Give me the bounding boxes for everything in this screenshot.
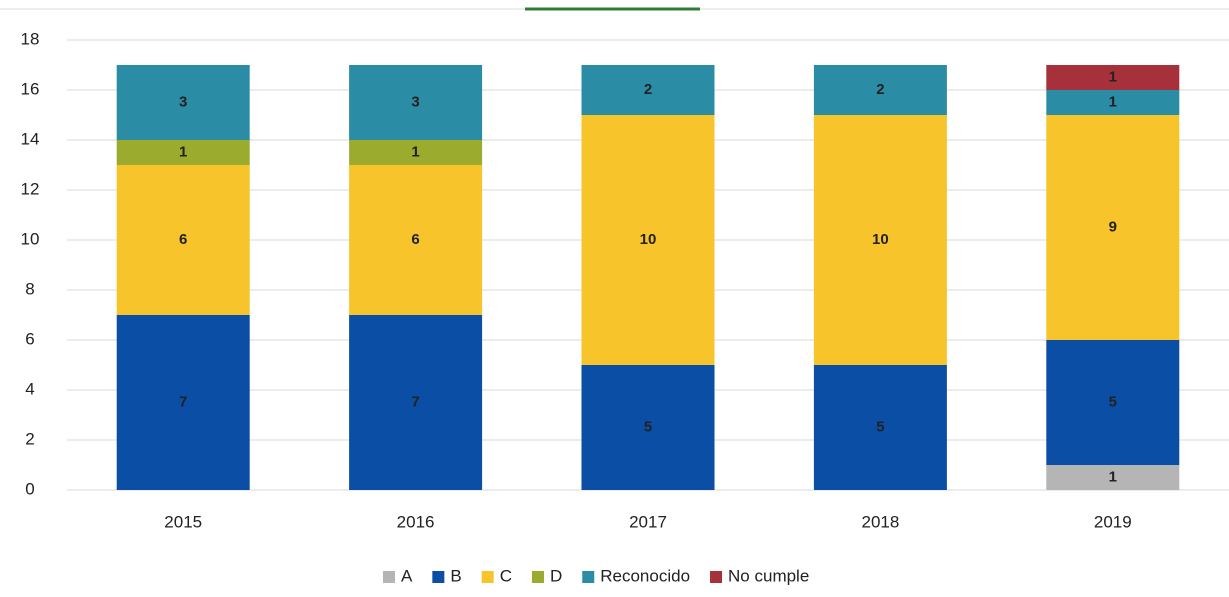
legend-swatch xyxy=(582,571,595,583)
x-tick-label: 2017 xyxy=(629,512,667,531)
bar-segment xyxy=(813,115,947,365)
y-tick-label: 0 xyxy=(25,479,34,498)
legend-label: D xyxy=(550,566,562,585)
y-tick-label: 8 xyxy=(25,279,34,298)
y-tick-label: 2 xyxy=(25,429,34,448)
y-tick-label: 4 xyxy=(25,379,34,398)
bar-segment xyxy=(116,315,250,490)
y-tick-label: 16 xyxy=(21,79,40,98)
data-label: 1 xyxy=(411,143,419,160)
data-label: 2 xyxy=(644,81,652,98)
legend-label: No cumple xyxy=(728,566,809,585)
y-tick-label: 10 xyxy=(21,229,40,248)
x-tick-label: 2018 xyxy=(861,512,899,531)
bar-segment xyxy=(1046,465,1180,490)
bar-segment xyxy=(116,165,250,315)
bar-segment xyxy=(1046,90,1180,115)
data-label: 10 xyxy=(640,231,657,248)
x-tick-label: 2015 xyxy=(164,512,202,531)
y-tick-label: 14 xyxy=(21,129,40,148)
legend-label: B xyxy=(450,566,461,585)
bar-segment xyxy=(813,365,947,490)
data-label: 6 xyxy=(179,231,187,248)
data-label: 7 xyxy=(179,393,187,410)
legend-swatch xyxy=(710,571,723,583)
bar-segment xyxy=(581,115,715,365)
y-tick-label: 12 xyxy=(21,179,40,198)
y-tick-label: 18 xyxy=(21,29,40,48)
bar-segment xyxy=(581,65,715,115)
data-label: 3 xyxy=(179,93,187,110)
data-label: 1 xyxy=(1109,468,1117,485)
data-label: 1 xyxy=(1109,68,1117,85)
legend-label: A xyxy=(401,566,413,585)
bar-segment xyxy=(349,65,483,140)
legend-swatch xyxy=(481,571,494,583)
data-label: 5 xyxy=(644,418,652,435)
y-tick-label: 6 xyxy=(25,329,34,348)
bar-segment xyxy=(1046,65,1180,90)
bar-segment xyxy=(349,140,483,165)
bar-segment xyxy=(1046,115,1180,340)
data-label: 5 xyxy=(876,418,884,435)
legend-swatch xyxy=(432,571,445,583)
legend-swatch xyxy=(531,571,544,583)
data-label: 10 xyxy=(872,231,889,248)
bar-segment xyxy=(349,165,483,315)
legend-label: C xyxy=(500,566,512,585)
data-label: 2 xyxy=(876,81,884,98)
data-label: 1 xyxy=(1109,93,1117,110)
data-label: 5 xyxy=(1109,393,1117,410)
x-tick-label: 2019 xyxy=(1094,512,1132,531)
legend-swatch xyxy=(383,571,395,583)
data-label: 1 xyxy=(179,143,187,160)
bar-segment xyxy=(116,140,250,165)
bar-segment xyxy=(1046,340,1180,465)
bar-segment xyxy=(116,65,250,140)
data-label: 6 xyxy=(411,231,419,248)
x-tick-label: 2016 xyxy=(397,512,435,531)
legend-label: Reconocido xyxy=(600,566,690,585)
bar-segment xyxy=(349,315,483,490)
bar-segment xyxy=(581,365,715,490)
data-label: 3 xyxy=(411,93,419,110)
bar-segment xyxy=(813,65,947,115)
data-label: 7 xyxy=(411,393,419,410)
data-label: 9 xyxy=(1109,218,1117,235)
